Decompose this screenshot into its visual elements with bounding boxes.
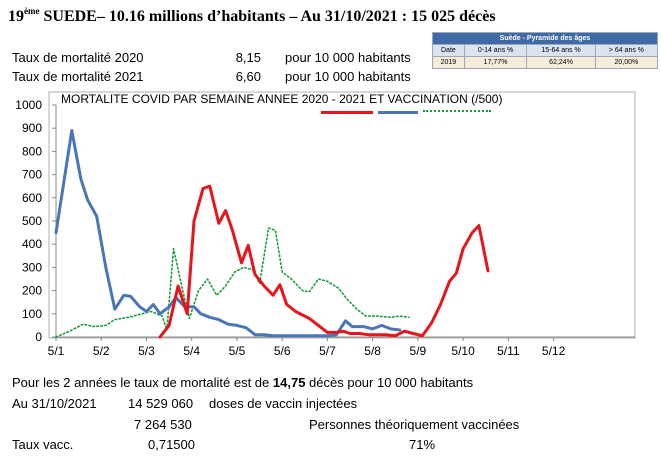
x-tick-label: 5/1 [48,344,65,358]
y-tick-label: 500 [22,214,42,228]
mortality-chart: 0 100 200 300 400 500 600 700 800 900 1000 5/1 5/2 5/… [15,91,636,358]
doses-unit: doses de vaccin injectées [209,396,358,411]
series-line-2 [55,227,410,338]
title-rank: 19 [8,8,24,25]
title-rank-suffix: ème [24,6,40,16]
mortality-2021-label: Taux de mortalité 2021 [12,69,144,84]
people-value: 7 264 530 [134,417,192,432]
y-tick-label: 0 [35,330,42,344]
pyramid-col-64plus: > 64 ans % [594,44,659,57]
series-line-1 [54,129,402,338]
y-tick-label: 600 [22,191,42,205]
mortality-2020-value: 8,15 [235,50,261,65]
y-tick-label: 800 [22,144,42,158]
y-tick-label: 1000 [15,98,42,112]
legend-blue-line [378,111,418,114]
x-tick-label: 5/2 [93,344,110,358]
vaccination-rate-label: Taux vacc. [12,437,74,452]
x-tick-label: 5/6 [274,344,291,358]
x-tick-label: 5/3 [138,344,155,358]
vaccination-rate-value: 0,71500 [148,437,195,452]
chart-title: MORTALITE COVID PAR SEMAINE ANNEE 2020 -… [61,92,503,106]
y-tick-label: 700 [22,168,42,182]
legend-green-line [423,110,491,112]
x-tick-label: 5/11 [497,344,520,358]
series-line-0 [158,184,490,339]
summary-line1-prefix: Pour les 2 années le taux de mortalité e… [12,375,273,390]
y-tick-label: 100 [22,307,42,321]
chart-frame [48,91,636,339]
x-tick-label: 5/9 [410,344,427,358]
pyramid-cell-0-14: 17,77% [463,56,528,69]
x-tick-label: 5/5 [229,344,246,358]
summary-line1-value: 14,75 [272,375,306,390]
pyramid-cell-64plus: 20,00% [594,56,659,69]
pyramid-col-15-64: 15-64 ans % [526,44,596,57]
y-tick-label: 200 [22,284,42,298]
y-tick-label: 900 [22,121,42,135]
summary-line1-suffix: décès pour 10 000 habitants [305,375,474,390]
page-title: 19ème SUEDE– 10.16 millions d’habitants … [8,6,496,26]
x-tick-label: 5/12 [542,344,566,358]
y-tick-label: 400 [22,237,42,251]
doses-value: 14 529 060 [128,396,194,411]
mortality-2020-label: Taux de mortalité 2020 [12,50,144,65]
x-tick-label: 5/4 [183,344,200,358]
y-tick-label: 300 [22,260,42,274]
doses-label: Au 31/10/2021 [12,396,97,411]
mortality-2021-value: 6,60 [235,69,261,84]
title-text: SUEDE– 10.16 millions d’habitants – Au 3… [39,8,496,25]
mortality-2020-unit: pour 10 000 habitants [285,50,411,65]
x-tick-label: 5/7 [319,344,336,358]
age-pyramid-table: Suède - Pyramide des âges Date 0-14 ans … [432,32,659,69]
mortality-2021-unit: pour 10 000 habitants [285,69,411,84]
people-label: Personnes théoriquement vaccinées [309,417,520,432]
vaccination-rate-percent: 71% [409,437,436,452]
pyramid-cell-15-64: 62,24% [526,56,596,69]
legend-red-line [321,111,373,114]
summary-line-1: Pour les 2 années le taux de mortalité e… [12,375,473,390]
x-tick-label: 5/10 [451,344,475,358]
x-tick-label: 5/8 [364,344,381,358]
